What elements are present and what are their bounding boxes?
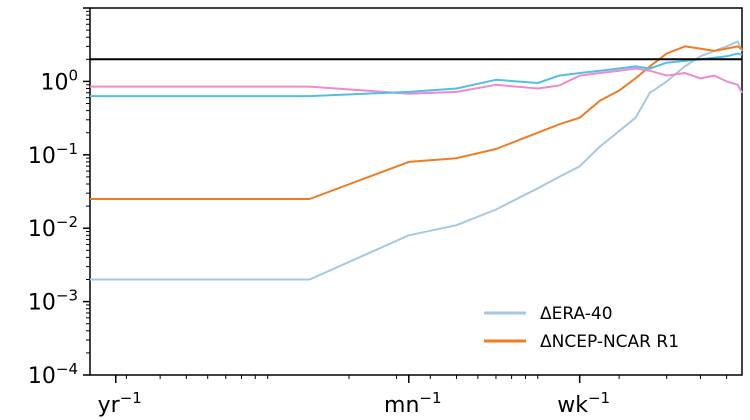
series-layer <box>90 40 743 281</box>
y-tick-label: 100 <box>40 66 78 95</box>
y-tick-label: 10−2 <box>28 213 78 242</box>
y-axis: 10−4 10−3 10−2 10−1 100 <box>28 7 90 389</box>
y-tick-label: 10−1 <box>28 140 78 169</box>
series-line-series-3 <box>90 67 743 95</box>
plot-area-border <box>89 7 743 376</box>
series-line-ncep-ncar-r1 <box>90 45 743 200</box>
legend-label-ncep: ΔNCEP-NCAR R1 <box>540 332 679 352</box>
plot-frame <box>89 7 743 376</box>
x-tick-label: mn−1 <box>384 389 442 418</box>
legend-label-era40: ΔERA-40 <box>540 304 613 324</box>
x-tick-label: wk−1 <box>557 389 610 418</box>
x-axis: yr−1mn−1wk−1dy−1 <box>98 375 728 418</box>
series-line-series-4 <box>90 52 743 98</box>
y-tick-label: 10−3 <box>28 287 78 316</box>
legend: ΔERA-40 ΔNCEP-NCAR R1 <box>484 304 679 352</box>
x-tick-label: yr−1 <box>98 389 142 418</box>
y-tick-label: 10−4 <box>28 360 78 389</box>
